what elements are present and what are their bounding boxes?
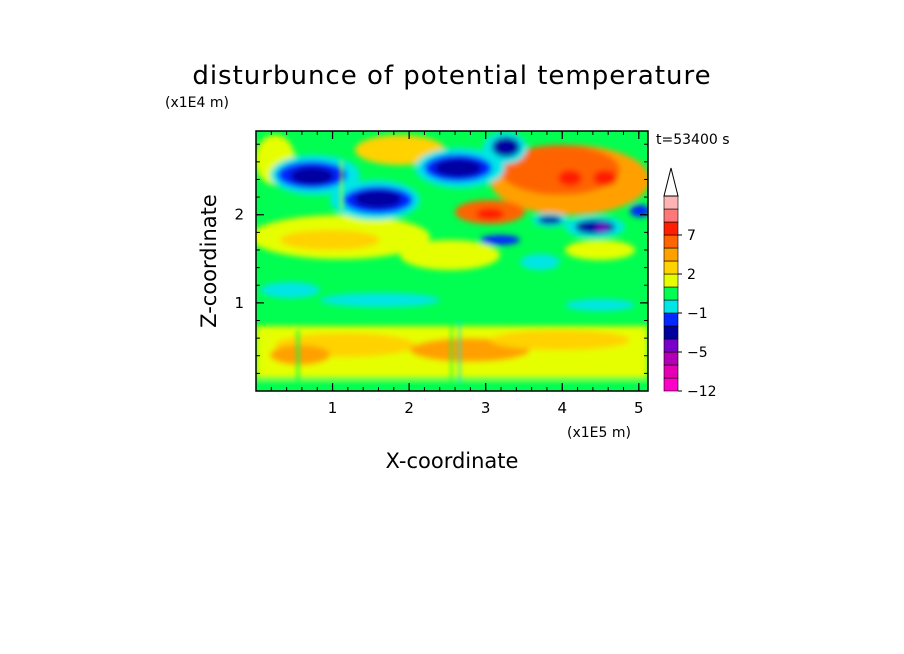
field-mid-cyan-4	[565, 299, 635, 311]
y-axis-label: Z-coordinate	[197, 194, 221, 328]
field-upper-orange-1	[280, 230, 380, 250]
field-neg-purple	[596, 224, 608, 232]
colorbar-segment	[663, 286, 679, 301]
colorbar-label: 2	[687, 267, 696, 283]
colorbar-segment	[663, 351, 679, 366]
field-neg-blue-8	[630, 205, 648, 217]
field-upper-yellow-2	[400, 240, 500, 270]
field-neg-navy-5	[575, 220, 615, 234]
x-tick-label: 1	[328, 399, 338, 417]
y-tick-label: 2	[234, 206, 244, 224]
y-tick-label: 1	[234, 294, 244, 312]
field-bottom-green	[256, 380, 648, 391]
x-unit-label: (x1E5 m)	[567, 425, 631, 441]
colorbar: 7 2 −1 −5 −12	[663, 167, 717, 400]
colorbar-segment	[663, 260, 679, 275]
field-mid-red	[476, 208, 504, 220]
field-mid-cyan-1	[260, 282, 320, 298]
field-neg-navy-4	[492, 137, 520, 157]
field-mid-cyan-3	[520, 254, 560, 270]
field-streak-1	[296, 330, 300, 385]
colorbar-segment	[663, 338, 679, 353]
field-mid-cyan-2	[320, 293, 440, 307]
time-label: t=53400 s	[656, 132, 730, 148]
field-neg-blue-7	[480, 235, 520, 245]
field-neg-navy-6	[538, 216, 562, 224]
field-streak-4	[340, 160, 343, 210]
x-tick-label: 3	[481, 399, 491, 417]
colorbar-label: −1	[687, 306, 708, 322]
contour-field	[256, 131, 648, 391]
colorbar-segment	[663, 312, 679, 327]
colorbar-segment	[663, 273, 679, 288]
colorbar-segment	[663, 234, 679, 249]
chart-title: disturbunce of potential temperature	[192, 61, 711, 91]
field-streak-3	[458, 320, 461, 385]
field-neg-navy-1	[290, 167, 334, 185]
y-unit-label: (x1E4 m)	[165, 95, 229, 111]
field-top-orange-2	[500, 145, 620, 195]
colorbar-extend-arrow	[663, 167, 679, 197]
field-lower-orange-3	[490, 330, 630, 350]
x-tick-label: 2	[404, 399, 414, 417]
colorbar-label: −5	[687, 345, 708, 361]
plot-frame	[255, 130, 649, 392]
field-top-red-2	[593, 170, 617, 186]
colorbar-segment	[663, 195, 679, 210]
colorbar-segment	[663, 364, 679, 379]
x-axis: 1 2 3 4 5	[270, 131, 644, 417]
y-axis: 12	[234, 143, 648, 374]
colorbar-segment	[663, 221, 679, 236]
field-neg-navy-3	[434, 159, 482, 177]
colorbar-segment	[663, 299, 679, 314]
field-top-red-1	[558, 170, 582, 186]
x-tick-label: 4	[557, 399, 567, 417]
x-tick-label: 5	[634, 399, 644, 417]
colorbar-label: −12	[687, 384, 717, 400]
field-neg-navy-2	[354, 190, 402, 208]
colorbar-segment	[663, 377, 679, 392]
colorbar-segment	[663, 208, 679, 223]
colorbar-segment	[663, 325, 679, 340]
x-axis-label: X-coordinate	[386, 449, 519, 473]
field-streak-2	[450, 320, 453, 385]
colorbar-segment	[663, 247, 679, 262]
field-upper-yellow-3	[565, 240, 635, 260]
colorbar-label: 7	[687, 228, 696, 244]
